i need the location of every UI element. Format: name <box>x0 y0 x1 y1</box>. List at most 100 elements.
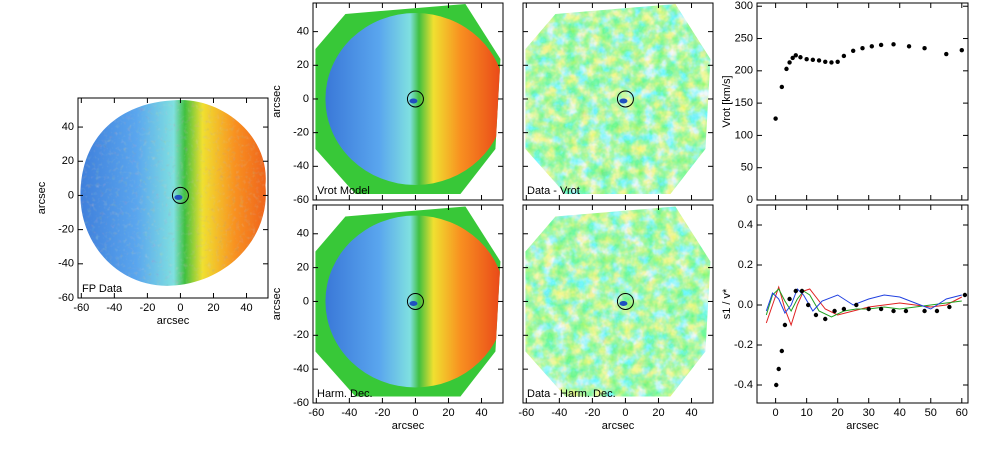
x-tick-label: -40 <box>106 302 122 314</box>
frame <box>756 2 969 201</box>
point <box>793 53 798 58</box>
center-mark <box>406 90 424 108</box>
y-axis-label: arcsec <box>271 287 283 320</box>
point <box>773 116 778 121</box>
y-tick-label: -60 <box>58 292 74 304</box>
point <box>959 47 964 53</box>
x-tick-label: 20 <box>832 407 844 419</box>
y-tick-label: 40 <box>297 228 309 240</box>
x-tick-label: 20 <box>442 407 454 419</box>
x-tick-label: -60 <box>308 407 324 419</box>
center-core <box>619 98 628 104</box>
y-tick-label: 150 <box>735 97 753 109</box>
point <box>804 56 809 62</box>
center-mark <box>406 292 424 310</box>
point <box>860 46 865 51</box>
point <box>813 312 819 318</box>
point <box>823 316 828 322</box>
x-tick-label: 40 <box>685 407 697 419</box>
center-mark <box>616 90 634 108</box>
x-tick-label: -20 <box>139 302 155 314</box>
map <box>315 3 501 194</box>
center-mark <box>616 292 634 310</box>
frame <box>522 2 714 201</box>
center-core <box>174 194 183 200</box>
x-tick-label: 40 <box>894 407 906 419</box>
y-tick-label: 20 <box>297 59 309 71</box>
y-tick-label: 0 <box>303 295 309 307</box>
panel-label: Vrot Model <box>317 185 370 197</box>
y-tick-label: 250 <box>735 32 753 44</box>
model-curve <box>765 288 962 314</box>
point <box>774 382 779 388</box>
point <box>784 66 789 72</box>
x-tick-label: -40 <box>341 407 357 419</box>
panel-label: Data - Harm. Dec. <box>527 388 616 400</box>
x-tick-label: -60 <box>518 407 534 419</box>
map <box>315 206 501 397</box>
y-tick-label: -20 <box>293 329 309 341</box>
x-tick-label: 50 <box>925 407 937 419</box>
point <box>776 366 781 372</box>
y-tick-label: -0.2 <box>734 339 753 351</box>
point <box>891 42 896 47</box>
y-tick-label: 20 <box>297 262 309 274</box>
point <box>906 44 912 49</box>
y-tick-label: 300 <box>735 0 753 12</box>
point <box>922 308 927 314</box>
y-tick-label: 100 <box>735 129 753 141</box>
point <box>922 46 927 51</box>
point <box>798 55 803 60</box>
point <box>934 308 940 314</box>
y-tick-label: 0.0 <box>738 299 753 311</box>
point <box>805 302 811 308</box>
point <box>779 348 785 354</box>
point <box>782 322 788 328</box>
y-axis-label: Vrot [km/s] <box>721 75 733 127</box>
point <box>841 306 847 312</box>
x-tick-label: -20 <box>374 407 390 419</box>
model-curve <box>765 285 963 327</box>
y-axis-label: s1 / v* <box>721 288 733 319</box>
y-tick-label: -60 <box>293 194 309 206</box>
point <box>944 51 949 57</box>
y-tick-label: -40 <box>293 363 309 375</box>
frame <box>756 204 969 404</box>
y-tick-label: -60 <box>293 397 309 409</box>
y-tick-label: 40 <box>62 121 74 133</box>
point <box>854 302 859 308</box>
point <box>810 57 816 63</box>
x-tick-label: 30 <box>863 407 875 419</box>
x-tick-label: 0 <box>412 407 418 419</box>
point <box>878 42 884 48</box>
y-tick-label: 200 <box>735 65 753 77</box>
y-tick-label: 0 <box>303 93 309 105</box>
point <box>829 60 834 65</box>
y-axis-label: arcsec <box>36 181 48 214</box>
x-tick-label: 0 <box>177 302 183 314</box>
point <box>841 53 847 59</box>
point <box>823 59 828 64</box>
x-tick-label: 10 <box>801 407 813 419</box>
x-axis-label: arcsec <box>157 315 190 327</box>
center-core <box>409 300 418 306</box>
point <box>869 44 875 49</box>
frame <box>312 204 504 404</box>
point <box>793 288 798 294</box>
point <box>891 308 896 314</box>
point <box>787 60 792 65</box>
model-curve <box>765 288 962 318</box>
point <box>816 58 822 63</box>
x-tick-label: 60 <box>956 407 968 419</box>
x-tick-label: 0 <box>622 407 628 419</box>
panel-label: FP Data <box>82 283 123 295</box>
x-tick-label: 20 <box>652 407 664 419</box>
y-tick-label: 0.2 <box>738 259 753 271</box>
point <box>866 306 871 312</box>
x-tick-label: -20 <box>584 407 600 419</box>
point <box>832 308 837 314</box>
frame <box>77 97 269 299</box>
y-tick-label: -0.4 <box>734 379 753 391</box>
point <box>835 59 840 64</box>
